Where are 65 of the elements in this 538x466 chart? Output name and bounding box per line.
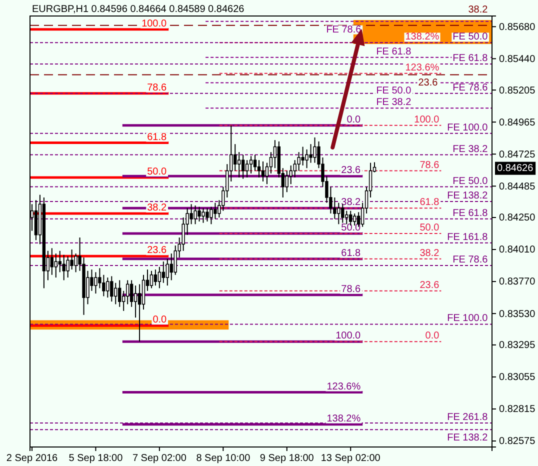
annotation: 78.6 bbox=[147, 82, 168, 94]
annotation: 61.8 bbox=[147, 132, 168, 143]
y-tick-label: 0.85440 bbox=[499, 54, 536, 65]
annotation: 23.6 bbox=[418, 78, 438, 89]
annotation: 61.8 bbox=[341, 248, 362, 259]
annotation: FE 50.0 bbox=[452, 176, 488, 187]
annotation: 0.0 bbox=[425, 330, 440, 342]
y-tick-label: 0.84965 bbox=[499, 117, 536, 128]
y-tick-label: 0.84250 bbox=[499, 212, 536, 224]
annotation: FE 100.0 bbox=[447, 313, 488, 324]
annotation: FE 61.8 bbox=[452, 208, 488, 219]
annotation: 100.0 bbox=[336, 330, 362, 342]
annotation: 23.6 bbox=[341, 165, 362, 176]
annotation: 38.2 bbox=[341, 197, 362, 208]
annotation: FE 138.2 bbox=[447, 190, 488, 202]
y-tick-label: 0.83770 bbox=[499, 276, 536, 288]
annotation: FE 61.8 bbox=[452, 53, 488, 64]
annotation: FE 61.8 bbox=[376, 46, 412, 58]
y-tick-label: 0.84010 bbox=[499, 244, 536, 256]
annotation: 50.0 bbox=[420, 222, 440, 234]
annotation: 38.2 bbox=[468, 4, 488, 16]
annotation: 50.0 bbox=[147, 166, 168, 178]
annotation: 38.2 bbox=[147, 202, 168, 214]
annotation: 100.0 bbox=[414, 114, 440, 126]
y-tick-label: 0.85680 bbox=[499, 22, 536, 33]
annotation: FE 38.2 bbox=[452, 144, 488, 155]
annotation: FE 78.6 bbox=[452, 254, 488, 266]
x-tick-label: 9 Sep 18:00 bbox=[260, 453, 314, 464]
y-tick-label: 0.83055 bbox=[499, 372, 536, 384]
annotation: FE 261.8 bbox=[447, 412, 488, 423]
annotation: 78.6 bbox=[341, 284, 362, 295]
annotation: 23.6 bbox=[420, 280, 440, 291]
annotation: 0.0 bbox=[346, 114, 362, 126]
x-tick-label: 13 Sep 02:00 bbox=[320, 453, 381, 464]
x-tick-label: 5 Sep 18:00 bbox=[68, 453, 124, 464]
annotation: 138.2% bbox=[405, 32, 440, 43]
annotation: FE 78.6 bbox=[452, 82, 488, 94]
annotation: 123.6% bbox=[326, 381, 361, 392]
annotation: 38.2 bbox=[420, 248, 440, 259]
annotation: FE 78.6 bbox=[326, 24, 362, 36]
annotation: 100.0 bbox=[142, 18, 168, 30]
y-tick-label: 0.84725 bbox=[499, 149, 536, 160]
annotation: 0.84626 bbox=[497, 162, 534, 174]
annotation: FE 138.2 bbox=[447, 432, 488, 444]
y-tick-label: 0.84485 bbox=[499, 181, 536, 192]
annotation: 78.6 bbox=[420, 160, 440, 171]
annotation: FE 50.0 bbox=[376, 86, 412, 97]
x-tick-label: 7 Sep 02:00 bbox=[132, 453, 187, 464]
annotation: FE 38.2 bbox=[376, 97, 412, 108]
annotation: 123.6% bbox=[405, 62, 440, 74]
y-tick-label: 0.82815 bbox=[499, 404, 536, 416]
annotation: 23.6 bbox=[147, 245, 168, 256]
chart-title: EURGBP,H1 0.84596 0.84664 0.84589 0.84626 bbox=[32, 4, 245, 15]
annotation: 0.0 bbox=[152, 314, 168, 326]
y-tick-label: 0.83530 bbox=[499, 308, 536, 320]
annotation: FE 161.8 bbox=[447, 232, 488, 243]
annotation: FE 50.0 bbox=[452, 32, 488, 43]
annotation: 138.2% bbox=[326, 413, 361, 424]
y-tick-label: 0.83295 bbox=[499, 340, 536, 352]
annotation: FE 100.0 bbox=[447, 122, 488, 134]
annotation: 61.8 bbox=[420, 197, 440, 208]
x-tick-label: 8 Sep 10:00 bbox=[196, 453, 251, 464]
y-tick-label: 0.85205 bbox=[499, 85, 536, 96]
x-tick-label: 2 Sep 2016 bbox=[6, 453, 58, 464]
y-tick-label: 0.82575 bbox=[499, 436, 536, 448]
